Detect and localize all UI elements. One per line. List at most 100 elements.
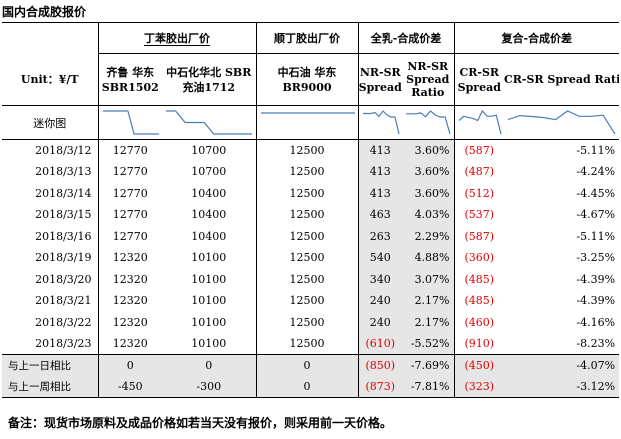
date-cell: 2018/3/21 <box>35 294 92 308</box>
br9000-cell: 12500 <box>255 247 358 269</box>
br9000-cell: 0 <box>255 354 358 376</box>
cr-spread-cell: (587) <box>453 139 505 161</box>
sbr1712-cell: 10100 <box>191 337 227 350</box>
nr-spread-cell: 413 <box>357 139 402 161</box>
sbr1712-cell: 10400 <box>191 208 227 222</box>
nr-ratio-cell: 3.60% <box>402 139 455 161</box>
group-header-br: 顺丁胶出厂价 <box>255 22 358 54</box>
date-cell: 2018/3/12 <box>2 139 98 161</box>
sbr1502-cell: 12770 <box>97 182 162 204</box>
footnote: 备注：现货市场原料及成品价格如若当天没有报价，则采用前一天价格。 <box>8 416 393 430</box>
sparkline-cr-ratio <box>504 105 620 140</box>
sparkline-svg <box>102 110 159 135</box>
nr-spread-cell: 540 <box>357 247 402 269</box>
sparkline-line <box>362 110 400 135</box>
sparkline-sbr1712 <box>162 105 256 140</box>
sparkline-svg <box>458 109 502 135</box>
nr-ratio-cell: -5.52% <box>402 333 455 355</box>
date-cell: 2018/3/22 <box>35 315 92 329</box>
nr-ratio-cell: 4.88% <box>402 247 455 269</box>
table-row: 2018/3/12 12770 10700 12500 413 3.60% (587) -5.… <box>2 139 620 161</box>
date-cell: 2018/3/23 <box>35 337 92 350</box>
nr-ratio-cell: 2.17% <box>402 290 455 312</box>
nr-spread-cell: (873) <box>357 376 402 398</box>
nr-spread-cell: 463 <box>357 204 402 226</box>
sbr1502-cell: 12320 <box>97 290 162 312</box>
cr-ratio-cell: -5.11% <box>504 139 620 161</box>
sbr1712-cell: 10100 <box>191 251 227 265</box>
date-cell: 2018/3/14 <box>35 186 92 200</box>
nr-ratio-cell: 2.17% <box>402 311 455 333</box>
sbr1502-cell: 12320 <box>97 247 162 269</box>
sbr1502-cell: 12320 <box>97 311 162 333</box>
mini-chart-label: 迷你图 <box>2 105 98 140</box>
cr-ratio-cell: -4.67% <box>576 208 616 222</box>
cr-spread-cell: (460) <box>453 311 505 333</box>
cr-ratio-cell: -4.07% <box>504 354 620 376</box>
col-nr-ratio: NR-SR Spread Ratio <box>402 53 455 106</box>
table-row: 2018/3/21 12320 10100 12500 240 2.17% (485) -4.… <box>2 290 619 312</box>
sparkline-svg <box>166 110 252 135</box>
cr-spread-cell: (485) <box>453 290 505 312</box>
date-cell: 2018/3/15 <box>35 208 92 222</box>
cr-spread-cell: (512) <box>453 182 505 204</box>
nr-spread-cell: 340 <box>357 268 402 290</box>
table-row: 2018/3/20 12320 10100 12500 340 3.07% (485) -4.… <box>2 268 619 290</box>
sbr1502-cell: -450 <box>97 376 162 398</box>
col-sbr1502: 齐鲁 华东 SBR1502 <box>97 53 162 106</box>
nr-ratio-cell: 3.60% <box>402 182 455 204</box>
group-header-sbr: 丁苯胶出厂价 <box>97 22 256 54</box>
cr-spread-cell: (360) <box>453 247 505 269</box>
sbr1712-cell: 10100 <box>191 272 227 286</box>
date-cell: 2018/3/20 <box>35 272 92 286</box>
nr-ratio-cell: 3.07% <box>402 268 455 290</box>
sbr1712-cell: 10400 <box>191 229 227 243</box>
sbr1712-cell: 10700 <box>191 165 227 179</box>
cr-spread-cell: (485) <box>453 268 505 290</box>
sbr1712-cell: 10400 <box>191 186 227 200</box>
sparkline-line <box>102 110 159 135</box>
sparkline-line <box>507 110 616 135</box>
sparkline-nr-spread <box>357 105 402 140</box>
table-row: 2018/3/15 12770 10400 12500 463 4.03% (537) -4.… <box>2 204 619 226</box>
unit-label: Unit：¥/T <box>20 73 79 87</box>
nr-spread-cell: 263 <box>357 225 402 247</box>
br9000-cell: 0 <box>255 376 358 398</box>
table-row: 2018/3/16 12770 10400 12500 263 2.29% (587) -5.… <box>2 225 619 247</box>
cr-spread-cell: (323) <box>453 376 505 398</box>
col-cr-ratio: CR-SR Spread Ratio <box>504 53 620 106</box>
sparkline-sbr1502 <box>97 105 162 140</box>
br9000-cell: 12500 <box>255 182 358 204</box>
col-br9000: 中石油 华东 BR9000 <box>255 53 358 106</box>
price-table: 丁苯胶出厂价 顺丁胶出厂价 全乳-合成价差 复合-合成价差 Unit：¥/T 齐… <box>2 22 620 398</box>
date-cell: 2018/3/16 <box>35 229 92 243</box>
cr-ratio-cell: -8.23% <box>576 337 616 350</box>
cr-spread-cell: (487) <box>453 161 505 183</box>
br9000-cell: 12500 <box>255 268 358 290</box>
br9000-cell: 12500 <box>255 311 358 333</box>
sbr1712-cell: 0 <box>162 354 256 376</box>
sbr1712-cell: -300 <box>162 376 256 398</box>
sbr1502-cell: 12320 <box>97 268 162 290</box>
group-header-cr: 复合-合成价差 <box>453 22 620 54</box>
sparkline-line <box>166 110 252 135</box>
col-nr-spread: NR-SR Spread <box>357 53 402 106</box>
sparkline-svg <box>260 112 355 114</box>
sbr1502-cell: 0 <box>97 354 162 376</box>
br9000-cell: 12500 <box>255 333 358 355</box>
nr-spread-cell: (850) <box>357 354 402 376</box>
br9000-cell: 12500 <box>255 204 358 226</box>
sbr1712-cell: 10700 <box>162 139 256 161</box>
compare-label: 与上一周相比 <box>2 376 98 398</box>
nr-ratio-cell: -7.69% <box>402 354 455 376</box>
sbr1502-cell: 12320 <box>97 333 162 355</box>
nr-spread-cell: 413 <box>357 161 402 183</box>
cr-spread-cell: (450) <box>453 354 505 376</box>
table-row: 2018/3/13 12770 10700 12500 413 3.60% (487) -4.… <box>2 161 619 183</box>
sparkline-line <box>406 110 451 135</box>
sbr1502-cell: 12770 <box>97 139 162 161</box>
br9000-cell: 12500 <box>255 161 358 183</box>
br9000-cell: 12500 <box>255 139 358 161</box>
sparkline-cr-spread <box>453 105 505 140</box>
nr-spread-cell: 240 <box>357 290 402 312</box>
